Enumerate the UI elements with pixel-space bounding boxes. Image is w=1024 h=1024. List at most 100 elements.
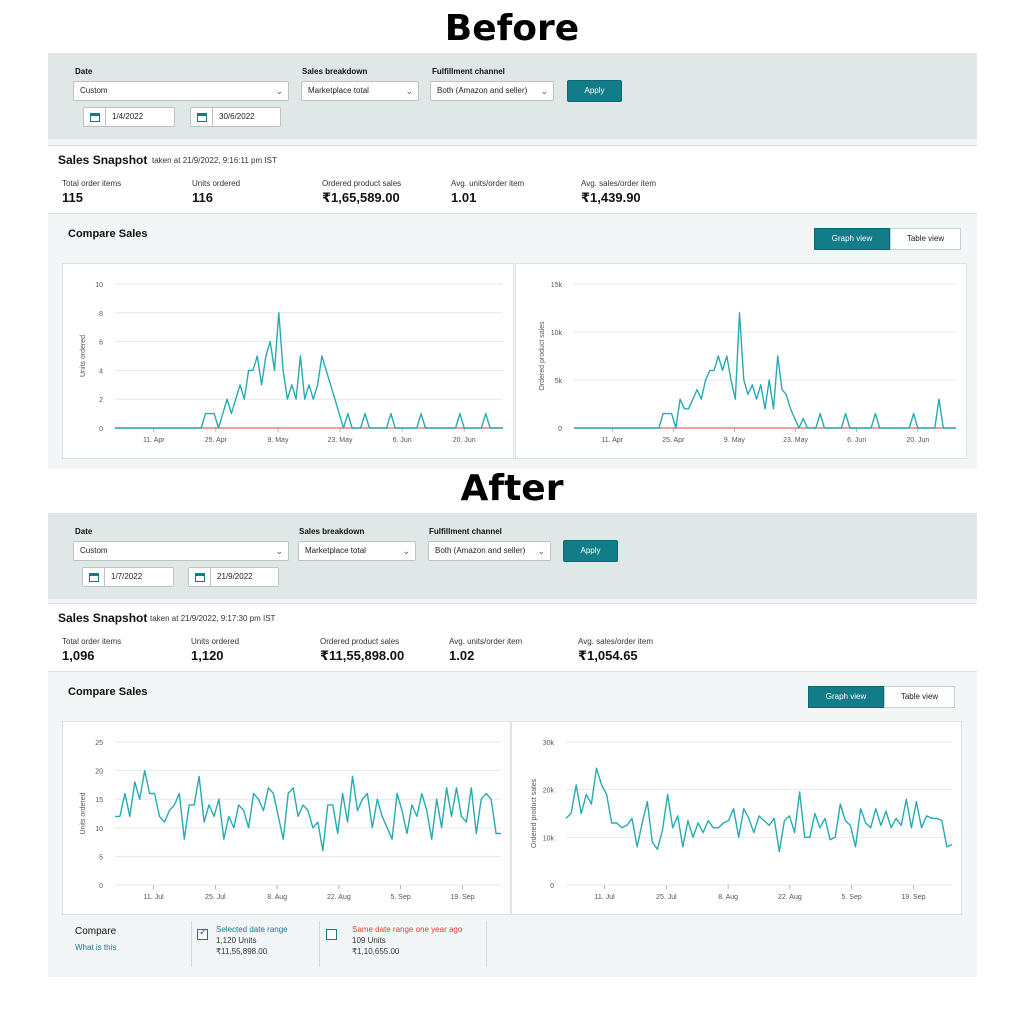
metric-value: 1.01: [451, 190, 477, 205]
metric-value: ₹1,65,589.00: [322, 190, 400, 205]
apply-button[interactable]: Apply: [567, 80, 622, 102]
selected-range-units: 1,120 Units: [216, 936, 257, 945]
x-tick-label: 8. Aug: [267, 894, 287, 901]
x-tick-label: 5. Sep: [842, 894, 862, 901]
apply-button[interactable]: Apply: [563, 540, 618, 562]
y-tick-label: 5: [99, 854, 103, 861]
metric-avg-sales: Avg. sales/order item ₹1,054.65: [578, 637, 653, 664]
x-tick-label: 25. Jul: [205, 894, 226, 901]
x-tick-label: 5. Sep: [391, 894, 411, 901]
divider: [191, 921, 192, 967]
y-tick-label: 0: [99, 426, 103, 433]
date-label: Date: [75, 527, 93, 536]
x-tick-label: 19. Sep: [901, 894, 925, 901]
metric-label: Units ordered: [191, 637, 240, 646]
x-tick-label: 23. May: [783, 437, 808, 444]
y-tick-label: 5k: [555, 378, 563, 385]
series-line: [565, 767, 953, 853]
metric-units-ordered: Units ordered 116: [192, 179, 240, 205]
y-tick-label: 10k: [543, 835, 555, 842]
filter-bar: Date Custom ⌄ Sales breakdown Marketplac…: [48, 53, 977, 139]
sales-breakdown-select[interactable]: Marketplace total ⌄: [301, 81, 419, 101]
y-axis-label: Units ordered: [80, 792, 87, 834]
y-tick-label: 0: [550, 883, 554, 890]
series-line: [115, 769, 501, 852]
y-axis-label: Units ordered: [80, 335, 87, 377]
x-tick-label: 6. Jun: [393, 437, 412, 444]
metric-value: 1.02: [449, 648, 475, 663]
x-tick-label: 22. Aug: [327, 894, 351, 901]
y-tick-label: 0: [558, 426, 562, 433]
y-tick-label: 10: [95, 282, 103, 289]
metric-value: 1,096: [62, 648, 95, 663]
divider: [319, 921, 320, 967]
sales-chart-svg: 0 5k 10k 15k Ordered product sales 11. Apr 25.…: [539, 282, 956, 444]
snapshot-title: Sales Snapshot: [58, 153, 148, 167]
x-tick-label: 9. May: [724, 437, 746, 444]
graph-view-button[interactable]: Graph view: [814, 228, 890, 250]
x-tick-label: 22. Aug: [778, 894, 802, 901]
date-label: Date: [75, 67, 93, 76]
what-is-this-link[interactable]: What is this: [75, 943, 117, 952]
metric-label: Avg. units/order item: [449, 637, 523, 646]
x-tick-label: 11. Apr: [601, 437, 623, 444]
y-tick-label: 6: [99, 340, 103, 347]
x-tick-label: 25. Apr: [662, 437, 685, 444]
chevron-down-icon: ⌄: [540, 86, 548, 96]
end-date-value: 30/6/2022: [219, 112, 255, 121]
compare-sales-title: Compare Sales: [68, 686, 148, 698]
metric-total-order-items: Total order items 1,096: [62, 637, 121, 663]
fulfillment-channel-select[interactable]: Both (Amazon and seller) ⌄: [428, 541, 551, 561]
date-select-value: Custom: [80, 546, 108, 555]
graph-view-button[interactable]: Graph view: [808, 686, 884, 708]
metric-ordered-product-sales: Ordered product sales ₹1,65,589.00: [322, 179, 401, 206]
selected-range-checkbox[interactable]: [197, 927, 208, 940]
y-tick-label: 2: [99, 397, 103, 404]
y-axis-label: Ordered product sales: [531, 778, 538, 848]
metric-label: Ordered product sales: [322, 179, 402, 188]
metric-label: Ordered product sales: [320, 637, 400, 646]
units-chart: 0 2 4 6 8 10 Units ordered 11. Apr 25. Apr 9. May…: [62, 263, 514, 459]
chevron-down-icon: ⌄: [537, 546, 545, 556]
filter-bar: Date Custom ⌄ Sales breakdown Marketplac…: [48, 513, 977, 599]
start-date-field[interactable]: 1/7/2022: [82, 567, 174, 587]
breakdown-label: Sales breakdown: [299, 527, 365, 536]
calendar-icon: [83, 568, 105, 586]
metric-value: ₹1,439.90: [581, 190, 641, 205]
y-axis-label: Ordered product sales: [539, 321, 546, 391]
snapshot-timestamp: taken at 21/9/2022, 9:17:30 pm IST: [150, 614, 276, 623]
divider: [486, 921, 487, 967]
x-tick-label: 23. May: [328, 437, 353, 444]
fulfillment-channel-select[interactable]: Both (Amazon and seller) ⌄: [430, 81, 554, 101]
y-tick-label: 20k: [543, 788, 555, 795]
channel-label: Fulfillment channel: [429, 527, 502, 536]
channel-label: Fulfillment channel: [432, 67, 505, 76]
sales-breakdown-select[interactable]: Marketplace total ⌄: [298, 541, 416, 561]
prior-year-checkbox[interactable]: [326, 929, 337, 940]
metric-ordered-product-sales: Ordered product sales ₹11,55,898.00: [320, 637, 404, 664]
end-date-field[interactable]: 30/6/2022: [190, 107, 281, 127]
end-date-field[interactable]: 21/9/2022: [188, 567, 279, 587]
x-tick-label: 20. Jun: [906, 437, 929, 444]
x-tick-label: 25. Jul: [656, 894, 677, 901]
metric-label: Total order items: [62, 179, 122, 188]
y-tick-label: 10k: [551, 330, 563, 337]
sales-chart-svg: 0 10k 20k 30k Ordered product sales 11. Jul 25…: [531, 740, 953, 901]
snapshot-bar: Sales Snapshot taken at 21/9/2022, 9:16:…: [48, 145, 977, 175]
channel-select-value: Both (Amazon and seller): [437, 86, 528, 95]
metric-label: Units ordered: [192, 179, 241, 188]
date-select[interactable]: Custom ⌄: [73, 541, 289, 561]
metric-label: Total order items: [62, 637, 122, 646]
sales-chart: 0 5k 10k 15k Ordered product sales 11. Apr 25.…: [515, 263, 967, 459]
table-view-button[interactable]: Table view: [890, 228, 961, 250]
chevron-down-icon: ⌄: [402, 546, 410, 556]
x-tick-label: 19. Sep: [450, 894, 474, 901]
start-date-field[interactable]: 1/4/2022: [83, 107, 175, 127]
date-select[interactable]: Custom ⌄: [73, 81, 289, 101]
x-tick-label: 9. May: [267, 437, 289, 444]
metric-avg-units: Avg. units/order item 1.01: [451, 179, 524, 205]
y-tick-label: 10: [95, 826, 103, 833]
units-chart-svg: 0 2 4 6 8 10 Units ordered 11. Apr 25. Apr 9. May…: [80, 282, 503, 444]
snapshot-title: Sales Snapshot: [58, 611, 148, 625]
table-view-button[interactable]: Table view: [884, 686, 955, 708]
